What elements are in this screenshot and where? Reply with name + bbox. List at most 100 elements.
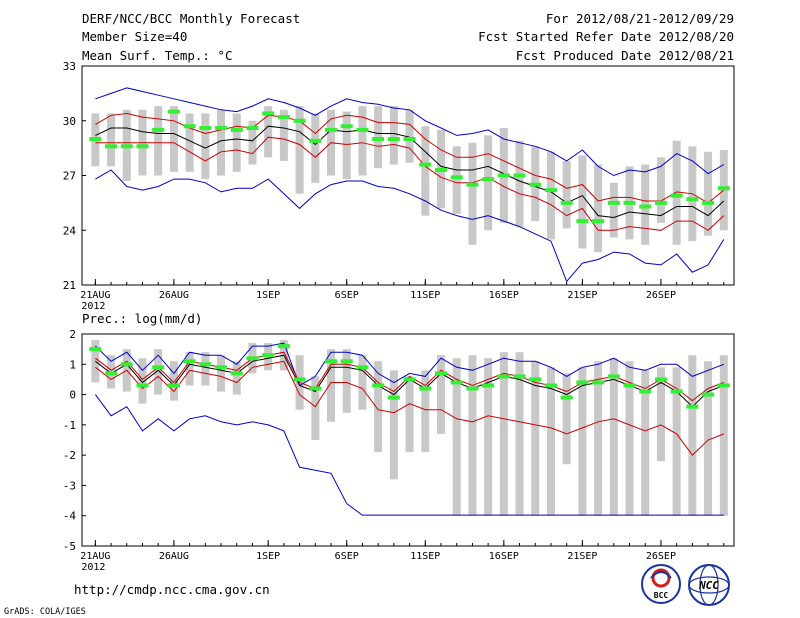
temp-spread-box xyxy=(562,160,571,229)
prec-xtick-label: 1SEP xyxy=(256,551,280,562)
prec-median-marker xyxy=(544,383,557,388)
prec-median-marker xyxy=(654,377,667,382)
temp-spread-box xyxy=(311,113,320,183)
prec-median-marker xyxy=(246,356,259,361)
temp-median-marker xyxy=(403,137,416,141)
temp-axes-frame xyxy=(81,65,735,286)
prec-ytick-label: 1 xyxy=(69,358,76,371)
prec-spread-box xyxy=(719,355,728,516)
prec-median-marker xyxy=(419,386,432,391)
temp-spread-box xyxy=(279,109,288,161)
prec-ytick-label: -4 xyxy=(63,510,77,523)
temp-xtick-label: 1SEP xyxy=(256,290,280,301)
temp-median-marker xyxy=(356,127,369,132)
temp-median-marker xyxy=(199,126,212,131)
temp-median-marker xyxy=(309,138,322,143)
temp-ytick-label: 27 xyxy=(63,170,76,183)
temp-spread-box xyxy=(421,126,430,216)
bcc-logo: BCC xyxy=(641,564,681,604)
temp-median-marker xyxy=(183,124,196,129)
prec-spread-box xyxy=(405,376,414,453)
prec-median-marker xyxy=(639,389,652,394)
prec-spread-box xyxy=(641,370,650,516)
temp-spread-box xyxy=(672,140,681,245)
prec-median-marker xyxy=(702,392,715,397)
prec-ytick-label: -1 xyxy=(63,419,76,432)
prec-spread-box xyxy=(499,352,508,516)
prec-spread-box xyxy=(688,355,697,516)
prec-xtick-label: 16SEP xyxy=(489,551,519,562)
prec-median-marker xyxy=(592,380,605,385)
prec-median-marker xyxy=(120,362,133,367)
temp-xtick-label: 26AUG xyxy=(159,290,189,301)
prec-median-marker xyxy=(576,380,589,385)
prec-lower-line xyxy=(95,360,724,456)
temp-spread-box xyxy=(185,113,194,172)
temp-median-marker xyxy=(560,200,573,205)
prec-ytick-label: 0 xyxy=(69,389,76,402)
prec-min-line xyxy=(94,394,724,516)
forecast-started: Fcst Started Refer Date 2012/08/20 xyxy=(478,29,734,44)
prec-median-marker xyxy=(670,389,683,394)
prec-spread-box xyxy=(609,358,618,516)
temp-median-marker xyxy=(167,109,180,114)
forecast-period: For 2012/08/21-2012/09/29 xyxy=(546,11,734,26)
temp-spread-box xyxy=(295,106,304,194)
prec-median-marker xyxy=(199,362,212,367)
grads-credit: GrADS: COLA/IGES xyxy=(4,607,86,617)
prec-axes-frame xyxy=(81,333,735,547)
temp-spread-box xyxy=(107,113,116,167)
prec-spread-box xyxy=(201,352,210,386)
temp-xtick-year: 2012 xyxy=(81,301,105,312)
prec-spread-box xyxy=(342,349,351,413)
temp-median-marker xyxy=(466,182,479,187)
prec-xtick-label: 21SEP xyxy=(567,551,597,562)
prec-median-marker xyxy=(686,404,699,409)
prec-median-marker xyxy=(466,386,479,391)
temp-median-marker xyxy=(450,175,463,180)
ncc-logo: NCC xyxy=(688,564,730,606)
temp-median-marker xyxy=(105,144,118,149)
temp-median-marker xyxy=(152,127,165,132)
temp-median-marker xyxy=(654,200,667,205)
temp-median-marker xyxy=(497,173,510,178)
prec-median-marker xyxy=(340,359,353,364)
temp-xtick-label: 21SEP xyxy=(567,290,597,301)
temp-median-marker xyxy=(717,186,730,191)
prec-spread-box xyxy=(327,349,336,422)
temp-xtick-label: 26SEP xyxy=(646,290,676,301)
chart-title: DERF/NCC/BCC Monthly Forecast xyxy=(82,11,300,26)
temp-median-marker xyxy=(419,162,432,167)
temp-median-marker xyxy=(372,137,385,141)
prec-median-marker xyxy=(513,374,526,379)
prec-median-marker xyxy=(560,395,573,400)
prec-xtick-label: 21AUG xyxy=(80,551,110,562)
prec-spread-box xyxy=(594,361,603,516)
prec-spread-box xyxy=(389,370,398,480)
prec-median-marker xyxy=(183,359,196,364)
prec-xtick-label: 11SEP xyxy=(410,551,440,562)
forecast-produced: Fcst Produced Date 2012/08/21 xyxy=(516,48,734,63)
prec-spread-box xyxy=(311,376,320,440)
temp-median-marker xyxy=(529,182,542,187)
prec-median-marker xyxy=(136,383,149,388)
temp-spread-box xyxy=(358,106,367,176)
temp-xtick-label: 21AUG xyxy=(80,290,110,301)
temp-median-marker xyxy=(702,200,715,205)
source-url[interactable]: http://cmdp.ncc.cma.gov.cn xyxy=(74,582,270,597)
temp-median-marker xyxy=(482,177,495,182)
temp-spread-box xyxy=(248,120,257,165)
prec-median-marker xyxy=(293,377,306,382)
prec-spread-box xyxy=(374,361,383,453)
temp-spread-box xyxy=(578,155,587,249)
temp-spread-box xyxy=(405,109,414,163)
temp-median-marker xyxy=(293,118,306,123)
prec-median-marker xyxy=(607,374,620,379)
prec-xtick-label: 26SEP xyxy=(646,551,676,562)
prec-median-marker xyxy=(434,371,447,376)
prec-spread-box xyxy=(185,352,194,386)
prec-spread-box xyxy=(436,355,445,434)
temp-median-marker xyxy=(277,115,290,120)
